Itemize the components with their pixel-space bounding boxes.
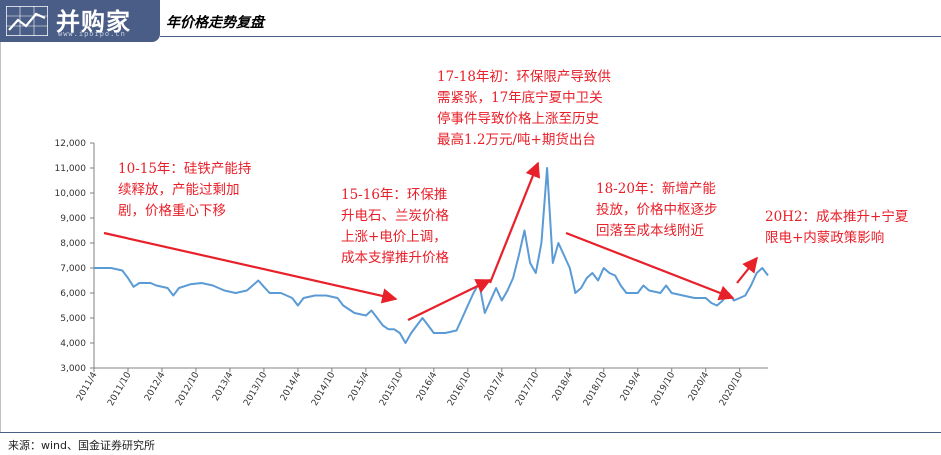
annotation-line: 续释放，产能过剩加 xyxy=(118,182,240,198)
trend-arrow-2020h2 xyxy=(736,256,758,284)
trend-arrow-2015-2016 xyxy=(407,279,492,321)
x-tick-label: 2020/4 xyxy=(687,370,712,403)
title-divider xyxy=(160,36,941,37)
x-tick-label: 2015/4 xyxy=(347,370,372,403)
annotation-line: 回落至成本线附近 xyxy=(596,223,704,239)
source-note: 来源：wind、国金证券研究所 xyxy=(8,439,156,452)
logo: 并购家 www.ipoipo.cn xyxy=(0,0,160,42)
annotation-2020h2: 20H2：成本推升+宁夏 限电+内蒙政策影响 xyxy=(765,207,908,249)
logo-text: 并购家 xyxy=(56,8,131,36)
trend-arrow-2018-2020 xyxy=(565,231,735,301)
annotation-line: 20H2：成本推升+宁夏 xyxy=(765,209,909,225)
y-tick-label: 4,000 xyxy=(60,339,86,349)
y-tick-label: 7,000 xyxy=(60,264,86,274)
annotation-line: 需紧张，17年底宁夏中卫关 xyxy=(437,90,603,106)
annotation-2015-2016: 15-16年：环保推 升电石、兰炭价格 上涨+电价上调， 成本支撑推升价格 xyxy=(341,185,449,269)
x-tick-label: 2011/4 xyxy=(75,370,100,403)
annotation-line: 剧，价格重心下移 xyxy=(118,203,226,219)
y-tick-label: 12,000 xyxy=(55,139,87,149)
y-tick-label: 8,000 xyxy=(60,239,86,249)
x-tick-label: 2013/10 xyxy=(242,370,269,408)
annotation-line: 18-20年：新增产能 xyxy=(596,181,716,197)
trend-arrow-2011-2015 xyxy=(103,231,398,304)
annotation-2010-2015: 10-15年：硅铁产能持 续释放，产能过剩加 剧，价格重心下移 xyxy=(118,159,251,222)
annotation-line: 最高1.2万元/吨+期货出台 xyxy=(437,132,596,148)
x-tick-label: 2012/10 xyxy=(174,370,201,408)
left-border xyxy=(0,42,1,432)
chart-logo-icon xyxy=(6,6,48,36)
annotation-line: 停事件导致价格上涨至历史 xyxy=(437,111,599,127)
annotation-2018-2020: 18-20年：新增产能 投放，价格中枢逐步 回落至成本线附近 xyxy=(596,179,718,242)
annotation-line: 投放，价格中枢逐步 xyxy=(596,202,718,218)
x-tick-label: 2011/10 xyxy=(106,370,133,408)
y-tick-label: 10,000 xyxy=(55,189,87,199)
logo-url: www.ipoipo.cn xyxy=(58,30,126,38)
x-axis-ticks: 2011/4 2011/10 2012/4 2012/10 2013/4 2013/10 2… xyxy=(75,368,745,408)
x-tick-label: 2017/10 xyxy=(514,370,541,408)
x-tick-label: 2019/10 xyxy=(650,370,677,408)
x-tick-label: 2014/10 xyxy=(310,370,337,408)
annotation-line: 15-16年：环保推 xyxy=(341,187,448,203)
annotation-line: 17-18年初：环保限产导致供 xyxy=(437,69,611,85)
x-tick-label: 2016/10 xyxy=(446,370,473,408)
trend-arrows xyxy=(103,161,758,321)
annotation-line: 限电+内蒙政策影响 xyxy=(765,230,885,246)
x-tick-label: 2012/4 xyxy=(143,370,168,403)
x-tick-label: 2019/4 xyxy=(619,370,644,403)
annotation-2017-2018: 17-18年初：环保限产导致供 需紧张，17年底宁夏中卫关 停事件导致价格上涨至… xyxy=(437,67,611,151)
footer-divider xyxy=(0,432,941,433)
y-tick-label: 6,000 xyxy=(60,289,86,299)
y-tick-label: 5,000 xyxy=(60,314,86,324)
price-series xyxy=(94,167,769,344)
x-tick-label: 2017/4 xyxy=(483,370,508,403)
annotation-line: 升电石、兰炭价格 xyxy=(341,208,449,224)
x-tick-label: 2020/10 xyxy=(718,370,745,408)
x-tick-label: 2018/4 xyxy=(551,370,576,403)
x-tick-label: 2014/4 xyxy=(279,370,304,403)
annotation-line: 10-15年：硅铁产能持 xyxy=(118,161,252,177)
axes xyxy=(93,143,768,369)
y-axis-ticks: 3,000 4,000 5,000 6,000 7,000 8,000 9,000 10,00… xyxy=(55,139,94,374)
x-tick-label: 2013/4 xyxy=(211,370,236,403)
annotation-line: 成本支撑推升价格 xyxy=(341,250,449,266)
x-tick-label: 2016/4 xyxy=(415,370,440,403)
annotation-line: 上涨+电价上调， xyxy=(341,229,447,245)
y-tick-label: 3,000 xyxy=(60,364,86,374)
y-tick-label: 11,000 xyxy=(55,164,87,174)
y-tick-label: 9,000 xyxy=(60,214,86,224)
trend-arrow-2016-2017 xyxy=(488,161,541,284)
x-tick-label: 2018/10 xyxy=(582,370,609,408)
series-line xyxy=(94,167,769,344)
chart-title: 年价格走势复盘 xyxy=(166,15,264,31)
x-tick-label: 2015/10 xyxy=(378,370,405,408)
